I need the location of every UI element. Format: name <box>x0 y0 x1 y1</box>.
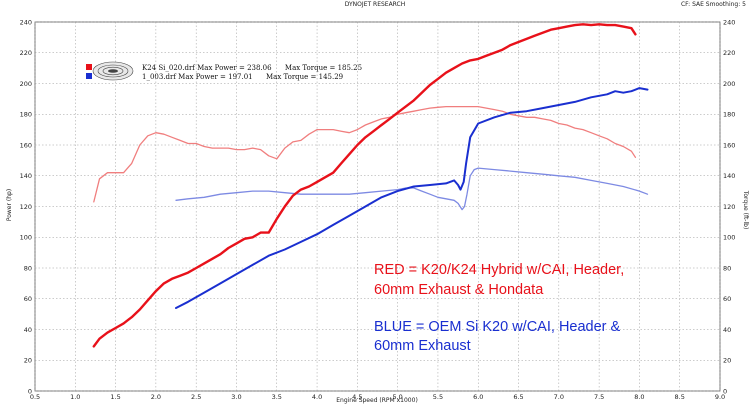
x-tick-label: 3.0 <box>231 393 241 401</box>
x-tick-labels: 0.5 1.0 1.5 2.0 2.5 3.0 3.5 4.0 4.5 5.0 5.5 6.0 6.5 7… <box>30 393 725 401</box>
series-line-k24-si-020-drf-power <box>92 23 637 348</box>
y-left-tick-label: 20 <box>24 357 32 365</box>
x-tick-label: 7.5 <box>594 393 604 401</box>
y-left-tick-label: 200 <box>20 80 32 88</box>
x-tick-label: 9.0 <box>715 393 725 401</box>
y-left-tick-label: 220 <box>20 49 32 57</box>
x-tick-label: 7.0 <box>554 393 564 401</box>
y-axis-right-label: Torque (ft-lb) <box>742 190 749 230</box>
x-tick-label: 5.0 <box>392 393 402 401</box>
series-lines <box>92 23 649 348</box>
x-tick-label: 0.5 <box>30 393 40 401</box>
y-right-tick-label: 100 <box>723 234 735 242</box>
annotation-red-line1: RED = K20/K24 Hybrid w/CAI, Header, <box>374 262 624 278</box>
y-left-tick-label: 0 <box>28 387 32 395</box>
legend: K24 Si_020.drf Max Power = 238.06 Max To… <box>86 61 362 81</box>
y-right-tick-label: 200 <box>723 80 735 88</box>
y-left-tick-label: 80 <box>24 264 32 272</box>
x-tick-label: 6.5 <box>513 393 523 401</box>
legend-entry-run1: K24 Si_020.drf Max Power = 238.06 Max To… <box>142 64 362 72</box>
y-right-tick-label: 20 <box>723 357 731 365</box>
y-right-tick-label: 140 <box>723 172 735 180</box>
chart-title: DYNOJET RESEARCH <box>345 1 406 8</box>
x-tick-label: 6.0 <box>473 393 483 401</box>
x-tick-label: 5.5 <box>433 393 443 401</box>
y-left-tick-label: 240 <box>20 18 32 26</box>
x-tick-label: 1.0 <box>70 393 80 401</box>
x-tick-label: 8.5 <box>675 393 685 401</box>
y-right-tick-label: 160 <box>723 141 735 149</box>
y-right-tick-label: 220 <box>723 49 735 57</box>
y-left-tick-label: 120 <box>20 203 32 211</box>
y-right-tick-label: 180 <box>723 111 735 119</box>
series-line-1-003-drf-torque <box>175 167 649 211</box>
series-line-1-003-drf-power <box>175 87 649 309</box>
y-right-tick-labels: 0 20 40 60 80 100 120 140 160 180 200 220 240 <box>723 18 735 395</box>
x-axis-label: Engine Speed (RPM x1000) <box>336 397 418 404</box>
x-tick-label: 4.0 <box>312 393 322 401</box>
x-tick-label: 8.0 <box>634 393 644 401</box>
annotation-blue-line1: BLUE = OEM Si K20 w/CAI, Header & <box>374 319 621 335</box>
annotation-blue-line2: 60mm Exhaust <box>374 338 471 354</box>
y-axis-left-label: Power (hp) <box>6 189 13 221</box>
annotation-block: RED = K20/K24 Hybrid w/CAI, Header, 60mm… <box>374 262 624 354</box>
y-right-tick-label: 40 <box>723 326 731 334</box>
legend-swatch-run1 <box>86 64 92 70</box>
x-tick-label: 3.5 <box>272 393 282 401</box>
dynojet-logo <box>92 61 134 81</box>
y-left-tick-label: 100 <box>20 234 32 242</box>
chart-settings: CF: SAE Smoothing: 5 <box>681 1 746 8</box>
legend-swatch-run2 <box>86 73 92 79</box>
legend-entry-run2: 1_003.drf Max Power = 197.01 Max Torque … <box>142 73 343 81</box>
y-left-tick-label: 60 <box>24 295 32 303</box>
x-tick-label: 2.0 <box>151 393 161 401</box>
annotation-red-line2: 60mm Exhaust & Hondata <box>374 282 544 298</box>
y-right-tick-label: 60 <box>723 295 731 303</box>
y-left-tick-label: 140 <box>20 172 32 180</box>
y-left-tick-labels: 0 20 40 60 80 100 120 140 160 180 200 220 240 <box>20 18 32 395</box>
x-tick-label: 2.5 <box>191 393 201 401</box>
grid-lines <box>34 21 721 392</box>
y-right-tick-label: 120 <box>723 203 735 211</box>
x-tick-label: 4.5 <box>352 393 362 401</box>
y-right-tick-label: 80 <box>723 264 731 272</box>
y-left-tick-label: 160 <box>20 141 32 149</box>
series-line-k24-si-020-drf-torque <box>93 105 637 203</box>
y-right-tick-label: 0 <box>723 387 727 395</box>
y-left-tick-label: 40 <box>24 326 32 334</box>
y-right-tick-label: 240 <box>723 18 735 26</box>
y-left-tick-label: 180 <box>20 111 32 119</box>
x-tick-label: 1.5 <box>110 393 120 401</box>
